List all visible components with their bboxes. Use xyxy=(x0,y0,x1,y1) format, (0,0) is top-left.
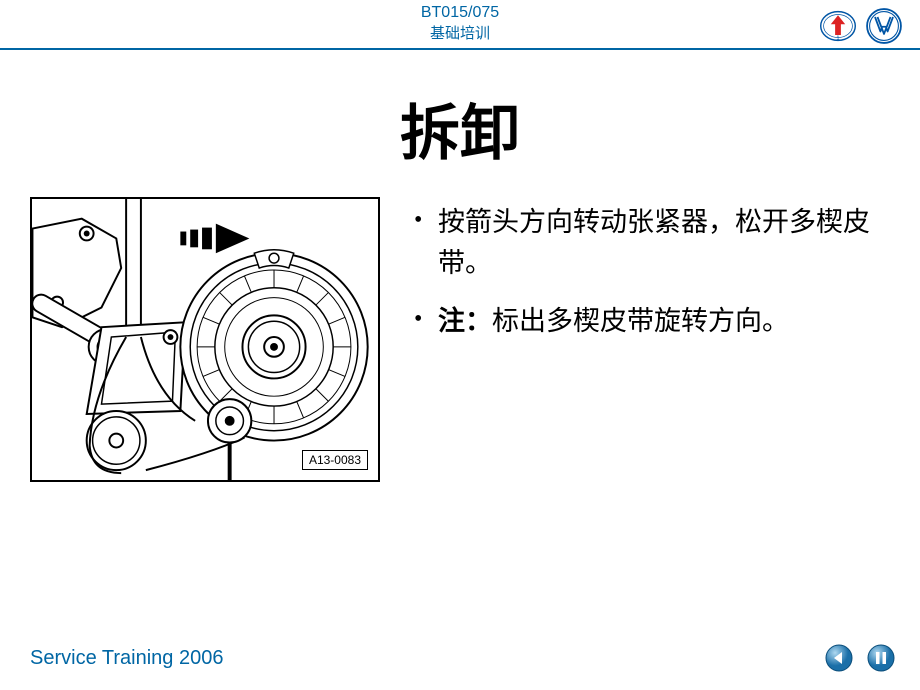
course-code: BT015/075 xyxy=(421,4,499,22)
svg-text:1: 1 xyxy=(836,36,839,42)
technical-diagram: A13-0083 xyxy=(30,197,380,482)
header-title-block: BT015/075 基础培训 xyxy=(421,4,499,43)
bullet-item: 注：标出多楔皮带旋转方向。 xyxy=(410,301,890,342)
bullet-text: 按箭头方向转动张紧器，松开多楔皮带。 xyxy=(438,207,870,278)
slide-header: BT015/075 基础培训 1 xyxy=(0,0,920,50)
bullet-item: 按箭头方向转动张紧器，松开多楔皮带。 xyxy=(410,202,890,283)
content-area: A13-0083 按箭头方向转动张紧器，松开多楔皮带。 注：标出多楔皮带旋转方向… xyxy=(0,197,920,482)
vw-logo-icon xyxy=(866,8,902,44)
bullet-list: 按箭头方向转动张紧器，松开多楔皮带。 注：标出多楔皮带旋转方向。 xyxy=(410,197,890,482)
diagram-reference-label: A13-0083 xyxy=(302,450,368,470)
brand-logos: 1 xyxy=(820,8,902,44)
pause-button[interactable] xyxy=(867,644,895,672)
prev-button[interactable] xyxy=(825,644,853,672)
course-subtitle: 基础培训 xyxy=(421,22,499,43)
footer-text: Service Training 2006 xyxy=(30,647,223,670)
nav-controls xyxy=(825,644,895,672)
note-prefix: 注： xyxy=(438,306,492,336)
slide-title: 拆卸 xyxy=(0,85,920,172)
faw-logo-icon: 1 xyxy=(820,8,856,44)
bullet-text: 标出多楔皮带旋转方向。 xyxy=(492,306,789,336)
